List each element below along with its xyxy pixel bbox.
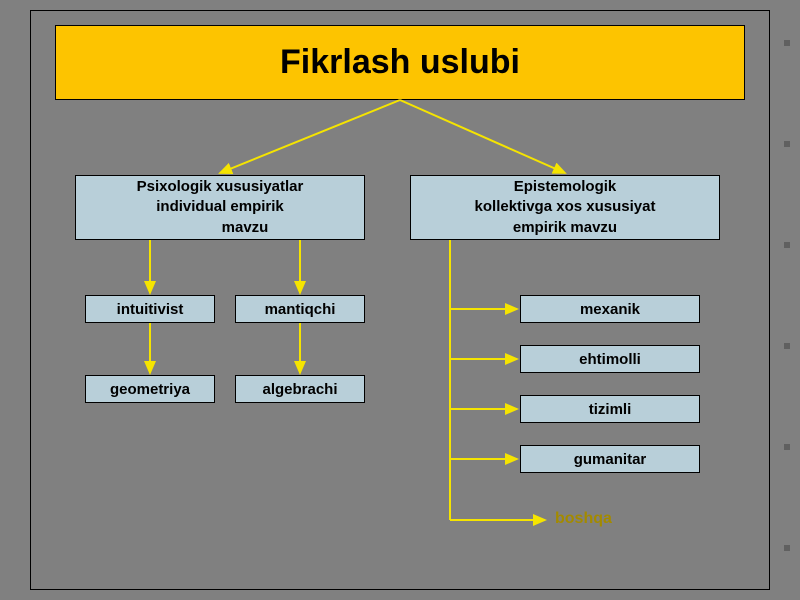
leaf-intuitivist: intuitivist (85, 295, 215, 323)
branch-right-line3: empirik mavzu (475, 218, 656, 238)
branch-right-line2: kollektivga xos xususiyat (475, 197, 656, 217)
leaf-ehtimolli-label: ehtimolli (579, 351, 641, 368)
leaf-mexanik-label: mexanik (580, 301, 640, 318)
branch-left: Psixologik xususiyatlar individual empir… (75, 175, 365, 240)
branch-left-line3: mavzu (137, 218, 304, 238)
branch-right: Epistemologik kollektivga xos xususiyat … (410, 175, 720, 240)
slide-decoration-dots (784, 40, 794, 551)
leaf-geometriya-label: geometriya (110, 381, 190, 398)
leaf-algebrachi-label: algebrachi (262, 381, 337, 398)
leaf-gumanitar: gumanitar (520, 445, 700, 473)
branch-left-line1: Psixologik xususiyatlar (137, 177, 304, 197)
leaf-gumanitar-label: gumanitar (574, 451, 647, 468)
leaf-tizimli-label: tizimli (589, 401, 632, 418)
free-label-boshqa: boshqa (555, 510, 612, 528)
leaf-mantiqchi: mantiqchi (235, 295, 365, 323)
branch-right-line1: Epistemologik (475, 177, 656, 197)
title-box: Fikrlash uslubi (55, 25, 745, 100)
leaf-mexanik: mexanik (520, 295, 700, 323)
branch-left-line2: individual empirik (137, 197, 304, 217)
title-text: Fikrlash uslubi (280, 43, 520, 82)
leaf-geometriya: geometriya (85, 375, 215, 403)
leaf-intuitivist-label: intuitivist (117, 301, 184, 318)
leaf-tizimli: tizimli (520, 395, 700, 423)
free-label-text: boshqa (555, 510, 612, 527)
leaf-algebrachi: algebrachi (235, 375, 365, 403)
leaf-ehtimolli: ehtimolli (520, 345, 700, 373)
leaf-mantiqchi-label: mantiqchi (265, 301, 336, 318)
